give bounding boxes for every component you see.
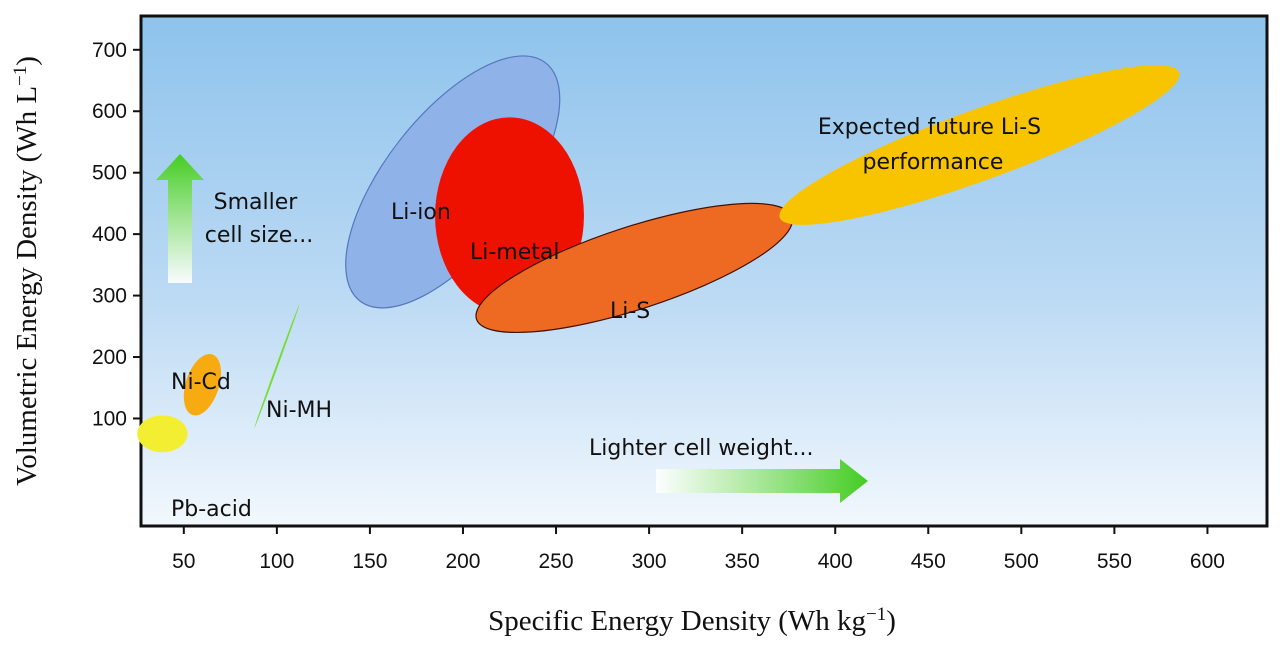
x-tick-label: 150 (352, 550, 387, 573)
x-tick-label: 400 (818, 550, 853, 573)
y-axis-ticks: 100 200 300 400 500 600 700 (92, 39, 141, 430)
x-tick-label: 350 (725, 550, 760, 573)
x-tick-label: 100 (259, 550, 294, 573)
y-axis-title: Volumetric Energy Density (Wh L−1) (10, 56, 44, 486)
x-tick-label: 500 (1004, 550, 1039, 573)
region-label-li-s: Li-S (610, 299, 650, 324)
region-expected-future-li-s-performance (779, 65, 1180, 225)
region-label-ni-mh: Ni-MH (266, 398, 332, 423)
y-tick-label: 400 (92, 223, 127, 246)
x-tick-label: 250 (539, 550, 574, 573)
x-tick-label: 600 (1190, 550, 1225, 573)
y-tick-label: 600 (92, 100, 127, 123)
x-tick-label: 450 (911, 550, 946, 573)
smaller-line-1: Smaller (214, 190, 299, 215)
region-label-ni-cd: Ni-Cd (171, 370, 231, 395)
x-axis-ticks: 50 100 150 200 250 300 350 400 450 500 550 600 (172, 526, 1225, 573)
smaller-cell-size-note: Smaller cell size... (205, 190, 314, 248)
smaller-line-2: cell size... (205, 223, 314, 248)
y-tick-label: 500 (92, 162, 127, 185)
x-tick-label: 200 (445, 550, 480, 573)
y-tick-label: 100 (92, 407, 127, 430)
region-label-future-li-s: Expected future Li-S performance (818, 115, 1048, 175)
lighter-cell-weight-note: Lighter cell weight... (589, 436, 813, 461)
region-label-pb-acid: Pb-acid (171, 497, 252, 522)
y-tick-label: 300 (92, 285, 127, 308)
future-li-s-line-2: performance (863, 150, 1004, 175)
region-labels: Li-ion Li-metal Li-S Expected future Li-… (171, 115, 1048, 522)
region-ni-cd (183, 353, 222, 416)
arrow-up-icon (156, 154, 204, 283)
weight-annotation: Lighter cell weight... (589, 436, 868, 503)
y-tick-label: 200 (92, 346, 127, 369)
x-tick-label: 50 (172, 550, 195, 573)
y-tick-label: 700 (92, 39, 127, 62)
region-label-li-ion: Li-ion (391, 200, 451, 225)
future-li-s-line-1: Expected future Li-S (818, 115, 1041, 140)
region-label-li-metal: Li-metal (470, 240, 560, 265)
arrow-right-icon (656, 459, 868, 503)
x-tick-label: 550 (1097, 550, 1132, 573)
x-tick-label: 300 (632, 550, 667, 573)
region-pb-acid (137, 415, 188, 453)
regions-layer (137, 55, 1180, 453)
size-annotation: Smaller cell size... (156, 154, 313, 283)
region-ni-mh (254, 304, 300, 428)
x-axis-title: Specific Energy Density (Wh kg−1) (488, 604, 896, 638)
